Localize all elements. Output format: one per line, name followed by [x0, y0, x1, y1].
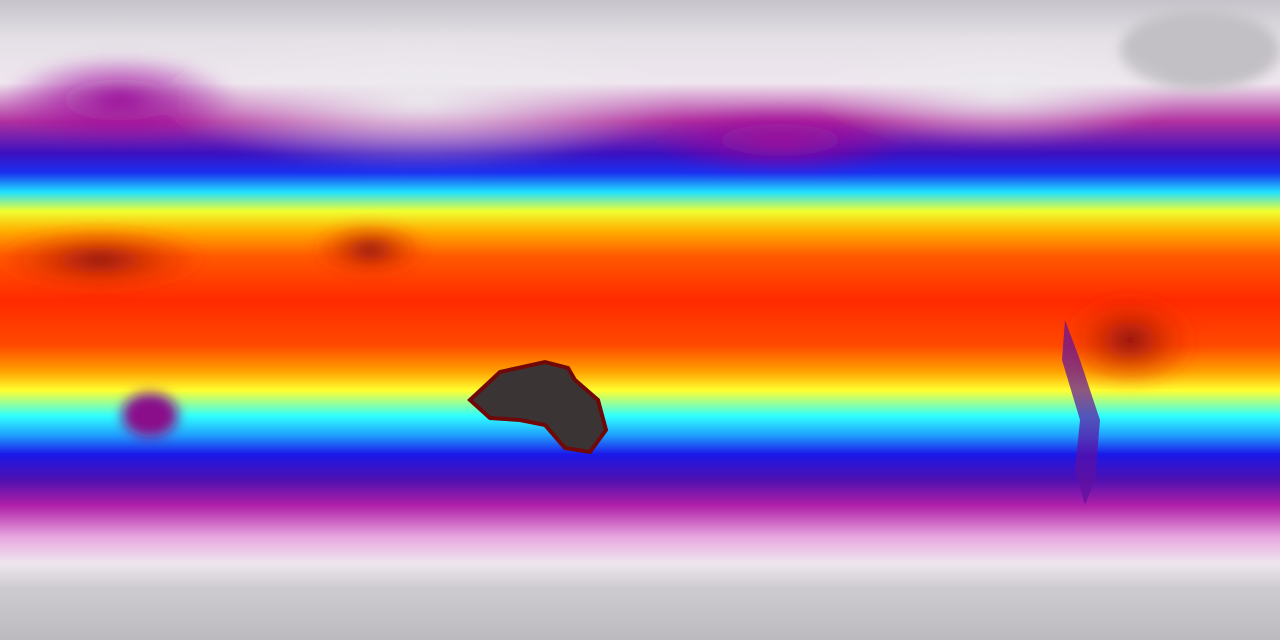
andes-cold-strip: [1062, 320, 1100, 505]
india-hot-region: [310, 220, 430, 280]
southern-africa-cold-region: [122, 393, 178, 437]
europe-purple-region: [0, 55, 240, 145]
amazon-hot-region: [1060, 290, 1200, 390]
australia-landmass: [467, 359, 609, 455]
northern-landmasses: [0, 10, 1280, 175]
north-america-cold-region: [820, 35, 1180, 145]
hot-landmasses: [0, 220, 1200, 437]
north-pacific-purple-region: [650, 105, 910, 175]
siberia-cold-region: [160, 30, 680, 170]
sahara-hot-region: [0, 225, 210, 295]
